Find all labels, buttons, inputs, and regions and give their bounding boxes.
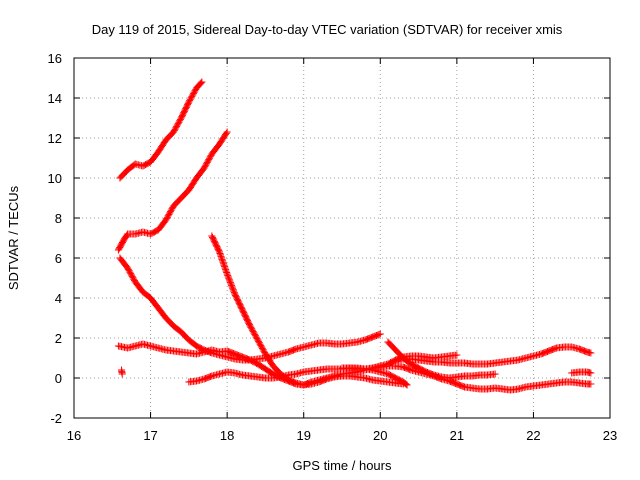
y-axis-label: SDTVAR / TECUs: [6, 185, 21, 290]
y-tick-label: 16: [48, 51, 62, 66]
chart-title: Day 119 of 2015, Sidereal Day-to-day VTE…: [92, 22, 563, 37]
data-point-marker: [226, 277, 234, 285]
x-tick-label: 16: [67, 428, 81, 443]
data-point-marker: [218, 255, 226, 263]
data-point-marker: [227, 280, 235, 288]
y-tick-label: 4: [55, 291, 62, 306]
data-point-marker: [223, 269, 231, 277]
data-point-marker: [587, 349, 595, 357]
x-tick-label: 21: [450, 428, 464, 443]
x-tick-label: 18: [220, 428, 234, 443]
grid: [74, 58, 610, 418]
data-point-marker: [222, 267, 230, 275]
data-point-marker: [217, 251, 225, 259]
data-point-marker: [221, 263, 229, 271]
y-tick-label: 2: [55, 331, 62, 346]
data-point-marker: [403, 381, 411, 389]
data-point-marker: [215, 248, 223, 256]
data-point-marker: [118, 370, 126, 378]
x-axis-label: GPS time / hours: [293, 458, 392, 473]
x-tick-label: 23: [603, 428, 617, 443]
data-point-marker: [399, 380, 407, 388]
axis-ticks: 16 17 18 19 20 21 22 23 -2 0 2 4 6 8 10 12 14 16: [48, 51, 618, 443]
y-tick-label: 14: [48, 91, 62, 106]
x-tick-label: 22: [526, 428, 540, 443]
plot-frame: [73, 57, 611, 419]
data-point-marker: [224, 273, 232, 281]
data-point-marker: [217, 252, 225, 260]
data-point-marker: [218, 254, 226, 262]
x-tick-label: 19: [296, 428, 310, 443]
data-point-marker: [216, 249, 224, 257]
data-series-track-10: [392, 343, 595, 368]
data-point-marker: [223, 128, 231, 136]
data-point-marker: [228, 283, 236, 291]
data-series-track-7: [208, 232, 407, 389]
x-tick-label: 20: [373, 428, 387, 443]
data-point-marker: [224, 271, 232, 279]
data-point-marker: [226, 279, 234, 287]
data-point-marker: [587, 369, 595, 377]
data-point-marker: [222, 129, 230, 137]
data-point-marker: [220, 260, 228, 268]
x-tick-label: 17: [143, 428, 157, 443]
data-point-marker: [453, 351, 461, 359]
data-point-marker: [223, 270, 231, 278]
data-series-track-2: [114, 128, 231, 254]
data-series-track-1: [116, 78, 206, 182]
data-point-marker: [229, 284, 237, 292]
data-point-marker: [229, 286, 237, 294]
data-point-marker: [587, 380, 595, 388]
data-point-marker: [225, 274, 233, 282]
data-point-marker: [222, 266, 230, 274]
data-series-track-11: [568, 368, 595, 377]
y-tick-label: 12: [48, 131, 62, 146]
y-tick-label: -2: [50, 411, 62, 426]
data-point-marker: [228, 281, 236, 289]
data-point-marker: [491, 370, 499, 378]
y-tick-label: 10: [48, 171, 62, 186]
y-tick-label: 8: [55, 211, 62, 226]
data-point-marker: [376, 330, 384, 338]
y-tick-label: 6: [55, 251, 62, 266]
data-point-marker: [230, 287, 238, 295]
data-point-marker: [198, 78, 206, 86]
data-series-track-5: [117, 366, 126, 378]
data-series-track-9: [384, 338, 499, 382]
data-point-marker: [219, 257, 227, 265]
data-points: [114, 78, 595, 394]
y-tick-label: 0: [55, 371, 62, 386]
data-point-marker: [220, 261, 228, 269]
data-point-marker: [225, 276, 233, 284]
data-point-marker: [219, 258, 227, 266]
data-point-marker: [197, 79, 205, 87]
data-point-marker: [221, 264, 229, 272]
